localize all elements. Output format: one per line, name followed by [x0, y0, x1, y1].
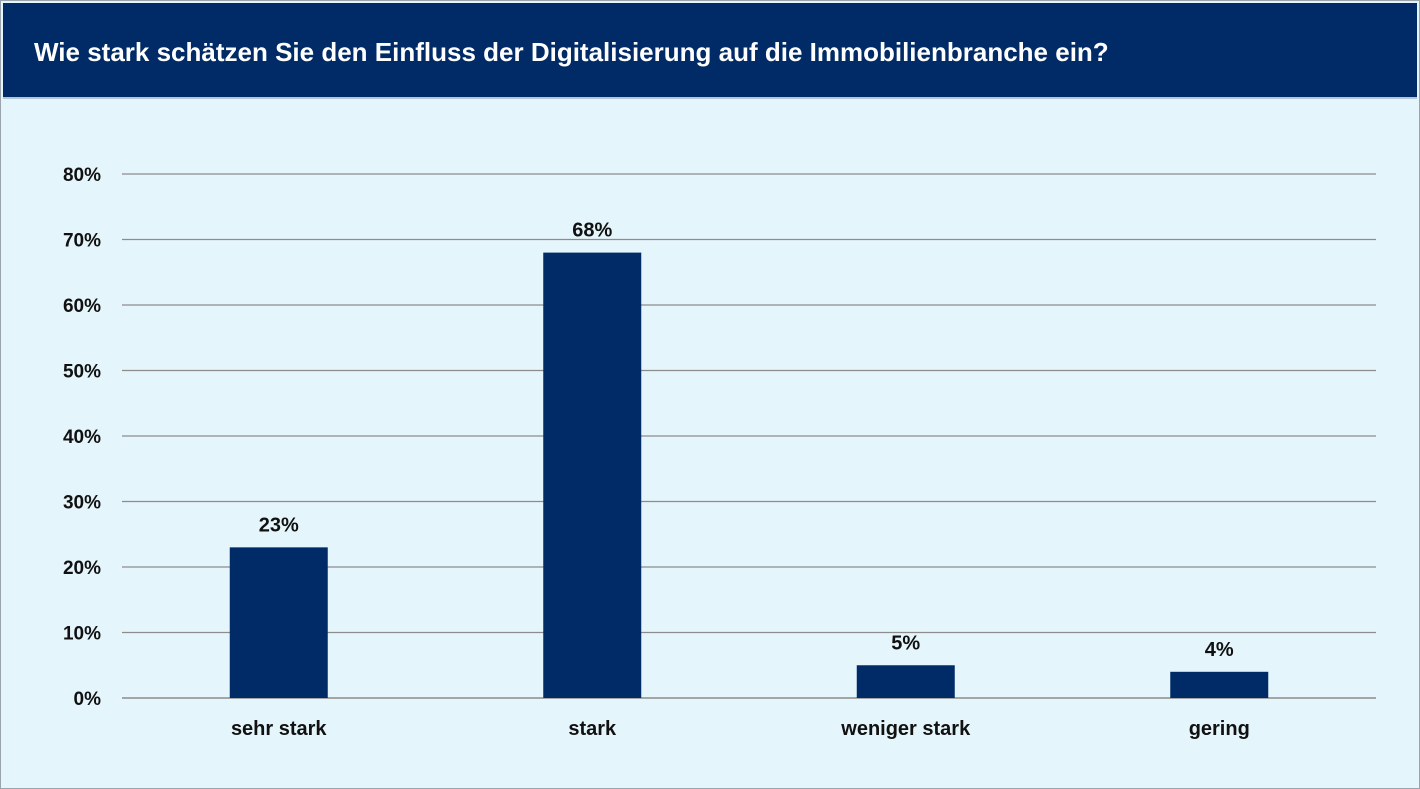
y-tick-label: 10%: [63, 624, 101, 645]
data-label: 23%: [259, 514, 299, 536]
bar: [856, 665, 955, 698]
header-bar: Wie stark schätzen Sie den Einfluss der …: [3, 3, 1417, 99]
y-axis-ticks: 0% 10% 20% 30% 40% 50% 60% 70% 80%: [63, 165, 101, 710]
bar: [229, 547, 328, 698]
chart-title: Wie stark schätzen Sie den Einfluss der …: [34, 37, 1109, 67]
bar: [1170, 671, 1269, 698]
bars: [229, 252, 1269, 698]
y-tick-label: 20%: [63, 558, 101, 579]
y-tick-label: 0%: [74, 689, 102, 710]
y-tick-label: 80%: [63, 165, 101, 186]
data-labels: 23% 68% 5% 4%: [259, 220, 1234, 661]
y-tick-label: 60%: [63, 296, 101, 317]
x-axis-ticks: sehr stark stark weniger stark gering: [231, 718, 1250, 740]
gridlines: [122, 173, 1376, 699]
x-tick-label: sehr stark: [231, 718, 327, 740]
y-tick-label: 70%: [63, 231, 101, 252]
y-tick-label: 30%: [63, 493, 101, 514]
x-tick-label: weniger stark: [840, 718, 971, 740]
data-label: 68%: [572, 220, 612, 242]
x-tick-label: stark: [568, 718, 617, 740]
data-label: 4%: [1205, 639, 1234, 661]
y-tick-label: 40%: [63, 427, 101, 448]
bar: [543, 252, 642, 698]
y-tick-label: 50%: [63, 362, 101, 383]
x-tick-label: gering: [1189, 718, 1250, 740]
data-label: 5%: [891, 632, 920, 654]
